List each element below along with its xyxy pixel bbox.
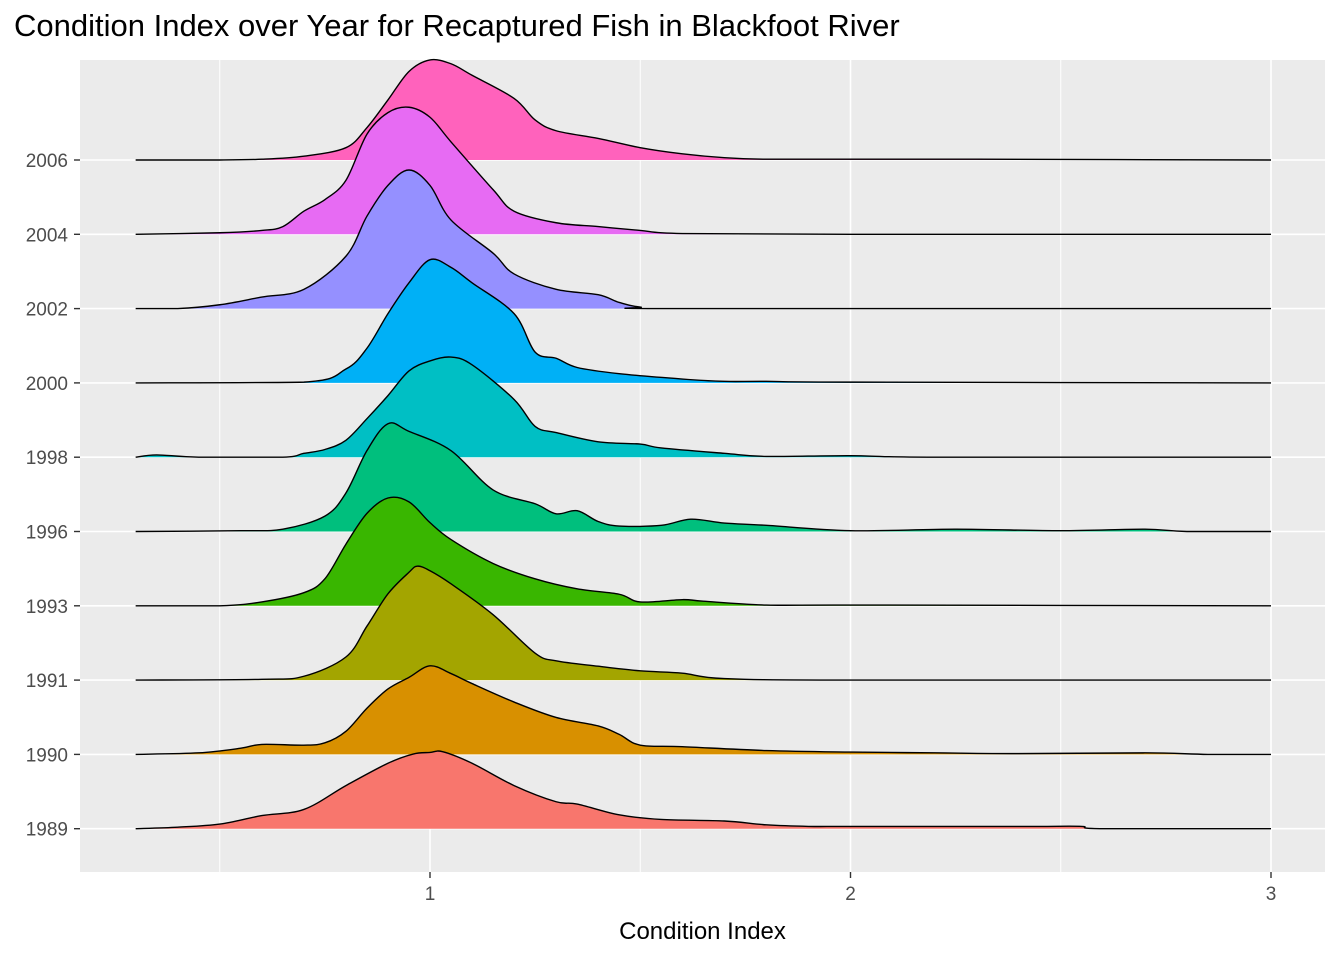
ridge-fill-2000 (135, 259, 1271, 383)
plot-panel (80, 60, 1325, 872)
ridge-line-1993 (135, 496, 1272, 607)
y-tick-label-2000: 2000 (26, 374, 68, 395)
y-tick-label-2002: 2002 (26, 300, 68, 321)
y-axis: 1989 1990 1991 1993 1996 1998 2000 2002 2004 2006 (26, 151, 80, 841)
ridge-fill-1998 (135, 356, 1271, 458)
x-tick-label: 3 (1266, 884, 1277, 905)
y-tick-label-1990: 1990 (26, 745, 68, 766)
ridge-line-2004 (135, 106, 1271, 236)
x-axis: 1 2 3 (425, 872, 1277, 905)
y-tick-label-1993: 1993 (26, 597, 68, 618)
ridge-fill-1989 (135, 750, 1271, 829)
ridge-line-2000 (135, 258, 1272, 384)
y-tick-label-1991: 1991 (26, 671, 68, 692)
y-tick-label-1996: 1996 (26, 523, 68, 544)
x-axis-title: Condition Index (619, 918, 786, 945)
y-tick-label-1989: 1989 (26, 820, 68, 841)
ridge-line-1989 (135, 750, 1271, 830)
ridge-fill-1996 (135, 422, 1271, 532)
ridge-line-1996 (135, 422, 1271, 533)
ridge-line-1998 (135, 356, 1271, 458)
x-tick-label: 2 (845, 884, 856, 905)
ridge-line-1990 (135, 665, 1271, 756)
ridge-line-2006 (135, 58, 1272, 161)
ridge-line-2002 (135, 169, 1271, 310)
ridge-fill-1991 (135, 566, 1271, 681)
ridges (135, 58, 1272, 830)
chart-title: Condition Index over Year for Recaptured… (14, 8, 900, 43)
ridge-line-1991 (135, 565, 1271, 681)
y-tick-label-2004: 2004 (26, 225, 69, 246)
x-tick-label: 1 (425, 884, 436, 905)
y-tick-label-2006: 2006 (26, 151, 68, 172)
ridge-fill-1990 (135, 665, 1271, 755)
y-tick-label-1998: 1998 (26, 448, 68, 469)
